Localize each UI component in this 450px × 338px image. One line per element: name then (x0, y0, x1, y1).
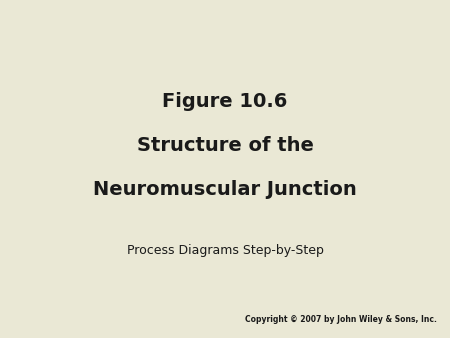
Text: Neuromuscular Junction: Neuromuscular Junction (93, 180, 357, 199)
Text: Figure 10.6: Figure 10.6 (162, 92, 288, 111)
Text: Process Diagrams Step-by-Step: Process Diagrams Step-by-Step (126, 244, 324, 257)
Text: Structure of the: Structure of the (136, 136, 314, 155)
Text: Copyright © 2007 by John Wiley & Sons, Inc.: Copyright © 2007 by John Wiley & Sons, I… (245, 315, 436, 324)
